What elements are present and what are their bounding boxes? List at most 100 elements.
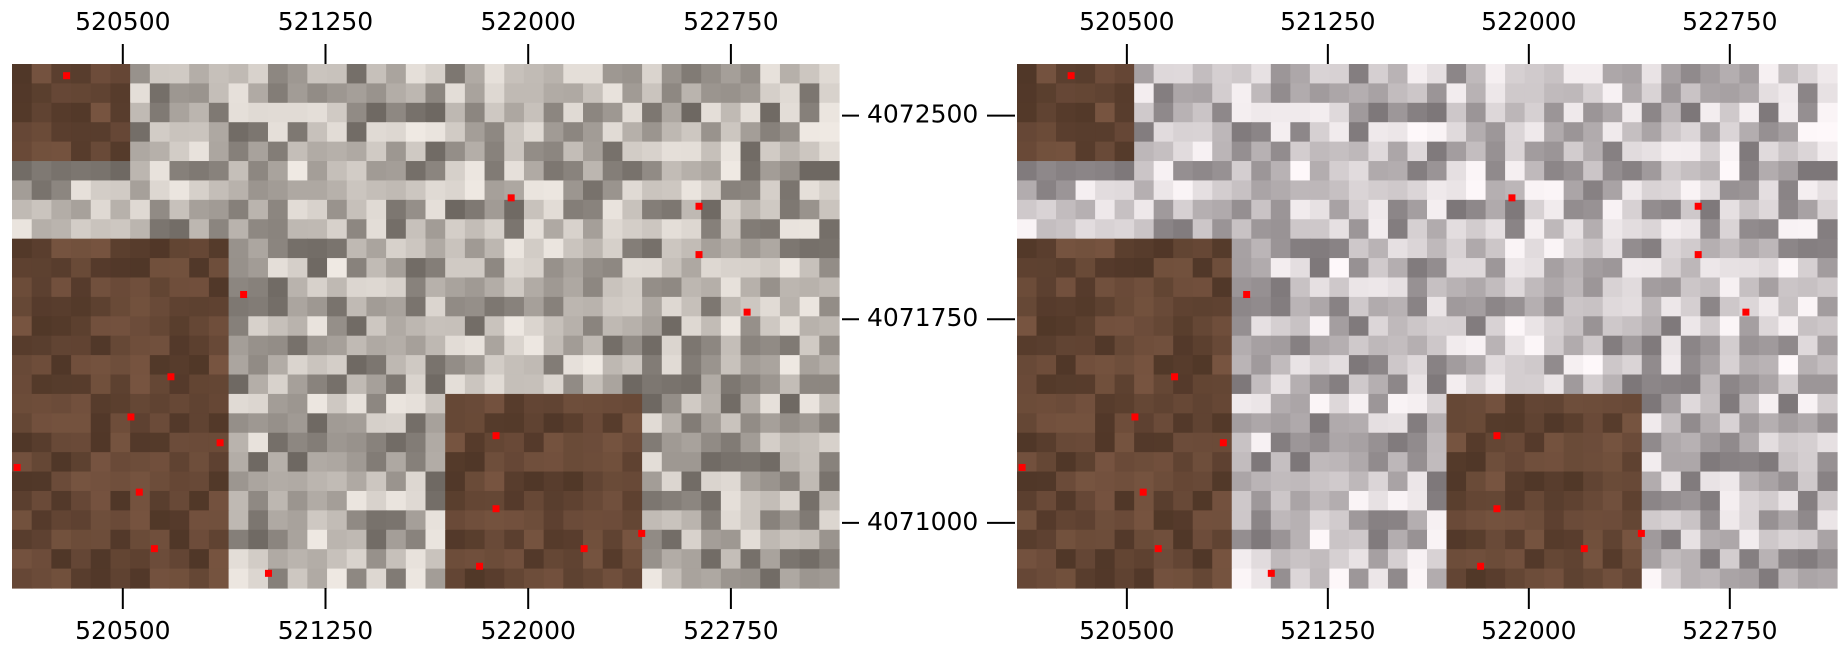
- image-pixel: [603, 413, 623, 433]
- image-pixel: [1817, 491, 1837, 511]
- image-pixel: [1290, 142, 1310, 162]
- image-pixel: [1759, 491, 1779, 511]
- image-pixel: [189, 530, 209, 550]
- image-pixel: [12, 316, 32, 336]
- image-pixel: [288, 491, 308, 511]
- image-pixel: [1642, 569, 1662, 589]
- image-pixel: [1349, 258, 1369, 278]
- image-pixel: [209, 219, 229, 239]
- image-pixel: [1154, 394, 1174, 414]
- image-pixel: [1271, 549, 1291, 569]
- image-pixel: [760, 452, 780, 472]
- image-pixel: [780, 413, 800, 433]
- image-pixel: [1505, 355, 1525, 375]
- image-pixel: [1700, 569, 1720, 589]
- image-pixel: [622, 297, 642, 317]
- image-pixel: [268, 530, 288, 550]
- image-pixel: [662, 452, 682, 472]
- point: [1477, 563, 1484, 570]
- image-pixel: [426, 64, 446, 84]
- image-pixel: [268, 491, 288, 511]
- image-pixel: [1407, 258, 1427, 278]
- image-pixel: [12, 297, 32, 317]
- image-pixel: [209, 413, 229, 433]
- image-pixel: [1095, 452, 1115, 472]
- image-pixel: [1798, 530, 1818, 550]
- image-pixel: [603, 375, 623, 395]
- image-pixel: [51, 510, 71, 530]
- image-pixel: [504, 433, 524, 453]
- image-pixel: [1700, 452, 1720, 472]
- image-pixel: [1173, 200, 1193, 220]
- point: [638, 530, 645, 537]
- image-pixel: [760, 103, 780, 123]
- image-pixel: [189, 297, 209, 317]
- image-pixel: [1778, 355, 1798, 375]
- image-pixel: [1407, 200, 1427, 220]
- image-pixel: [760, 433, 780, 453]
- image-pixel: [1154, 142, 1174, 162]
- image-pixel: [1798, 200, 1818, 220]
- image-pixel: [1056, 258, 1076, 278]
- image-pixel: [1759, 530, 1779, 550]
- image-pixel: [1700, 258, 1720, 278]
- image-pixel: [1681, 258, 1701, 278]
- image-pixel: [662, 83, 682, 103]
- image-pixel: [1778, 297, 1798, 317]
- image-pixel: [760, 336, 780, 356]
- image-pixel: [1798, 180, 1818, 200]
- image-pixel: [819, 530, 839, 550]
- image-pixel: [1134, 239, 1154, 259]
- image-pixel: [1798, 219, 1818, 239]
- image-pixel: [189, 316, 209, 336]
- image-pixel: [1329, 297, 1349, 317]
- image-pixel: [1759, 355, 1779, 375]
- image-pixel: [1817, 530, 1837, 550]
- image-pixel: [1251, 219, 1271, 239]
- image-pixel: [1115, 316, 1135, 336]
- image-pixel: [1310, 316, 1330, 336]
- image-pixel: [622, 161, 642, 181]
- image-pixel: [524, 161, 544, 181]
- image-pixel: [12, 510, 32, 530]
- image-pixel: [1778, 180, 1798, 200]
- image-pixel: [1115, 239, 1135, 259]
- image-pixel: [1251, 530, 1271, 550]
- image-pixel: [1115, 336, 1135, 356]
- image-pixel: [229, 569, 249, 589]
- image-pixel: [1759, 142, 1779, 162]
- image-pixel: [32, 64, 52, 84]
- image-pixel: [1115, 569, 1135, 589]
- image-pixel: [1193, 219, 1213, 239]
- image-pixel: [524, 452, 544, 472]
- image-pixel: [71, 452, 91, 472]
- image-pixel: [1447, 83, 1467, 103]
- image-pixel: [662, 239, 682, 259]
- image-pixel: [110, 200, 130, 220]
- image-pixel: [622, 239, 642, 259]
- image-pixel: [1720, 336, 1740, 356]
- image-pixel: [32, 375, 52, 395]
- image-pixel: [485, 355, 505, 375]
- image-pixel: [721, 472, 741, 492]
- image-pixel: [347, 433, 367, 453]
- image-pixel: [51, 277, 71, 297]
- image-pixel: [366, 530, 386, 550]
- image-pixel: [71, 200, 91, 220]
- image-pixel: [91, 472, 111, 492]
- point: [696, 203, 703, 210]
- image-pixel: [1115, 122, 1135, 142]
- image-pixel: [1798, 316, 1818, 336]
- image-pixel: [1544, 472, 1564, 492]
- image-pixel: [622, 277, 642, 297]
- image-pixel: [819, 180, 839, 200]
- image-pixel: [1095, 297, 1115, 317]
- image-pixel: [445, 413, 465, 433]
- image-pixel: [1700, 355, 1720, 375]
- image-pixel: [347, 64, 367, 84]
- image-pixel: [1583, 297, 1603, 317]
- image-pixel: [366, 394, 386, 414]
- image-pixel: [32, 316, 52, 336]
- image-pixel: [1720, 491, 1740, 511]
- image-pixel: [741, 219, 761, 239]
